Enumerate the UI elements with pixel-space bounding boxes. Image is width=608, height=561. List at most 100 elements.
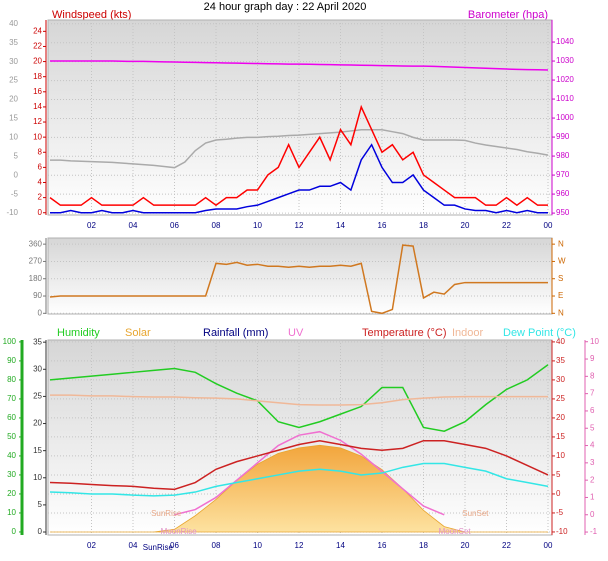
annotation: SunSet: [462, 509, 489, 518]
y-tick-label: 60: [7, 413, 16, 422]
y-tick-label: 40: [7, 451, 16, 460]
y-tick-label: 0: [556, 489, 561, 498]
y-tick-label: 960: [556, 189, 570, 198]
y-tick-label: 30: [33, 364, 42, 373]
legend-entry: Rainfall (mm): [203, 327, 268, 339]
y-tick-label: 1020: [556, 75, 574, 84]
x-tick-label: 18: [419, 541, 428, 550]
y-tick-label: -10: [556, 527, 568, 536]
annotation: MoonSet: [439, 527, 472, 536]
y-tick-label: 15: [33, 446, 42, 455]
legend-entry: UV: [288, 327, 304, 339]
line: [49, 104, 548, 207]
x-tick-label: 08: [212, 221, 221, 230]
y-tick-label: 1000: [556, 113, 574, 122]
line: [50, 394, 548, 406]
line: [50, 143, 548, 214]
y-tick-label: 990: [556, 132, 570, 141]
annotation: SunRise: [143, 543, 174, 552]
line: [50, 60, 549, 71]
y-tick-label: -1: [590, 527, 598, 536]
y-tick-label: S: [558, 274, 563, 283]
y-tick-label: 0: [12, 527, 17, 536]
plot-area: [47, 237, 553, 315]
y-tick-label: 8: [38, 147, 43, 156]
y-tick-label: 50: [7, 432, 16, 441]
y-axis-title: Windspeed (kts): [52, 9, 131, 21]
y-tick-label: 90: [7, 356, 16, 365]
legend-entry: Humidity: [57, 327, 100, 339]
y-tick-label: 20: [33, 419, 42, 428]
y-tick-label: 2: [590, 475, 595, 484]
area: [50, 444, 548, 533]
y-tick-label: 20: [9, 95, 18, 104]
y-tick-label: 16: [33, 87, 42, 96]
y-tick-label: 70: [7, 394, 16, 403]
y-tick-label: 10: [556, 451, 565, 460]
y-tick-label: 1040: [556, 37, 574, 46]
x-tick-label: 18: [419, 221, 428, 230]
y-tick-label: 950: [556, 208, 570, 217]
y-tick-label: 10: [33, 132, 42, 141]
x-tick-label: 06: [170, 221, 179, 230]
y-tick-label: -10: [6, 208, 18, 217]
x-tick-label: 00: [544, 541, 553, 550]
line: [50, 129, 549, 169]
y-tick-label: 0: [38, 208, 43, 217]
annotation: MoonRise: [161, 527, 198, 536]
y-tick-label: 25: [33, 392, 42, 401]
x-tick-label: 02: [87, 221, 96, 230]
x-tick-label: 00: [544, 221, 553, 230]
y-tick-label: 1030: [556, 56, 574, 65]
y-tick-label: 10: [33, 473, 42, 482]
x-tick-label: 04: [129, 541, 138, 550]
y-tick-label: 360: [29, 239, 43, 248]
x-tick-label: 16: [378, 221, 387, 230]
y-tick-label: 3: [590, 458, 595, 467]
x-tick-label: 10: [253, 541, 262, 550]
y-tick-label: 35: [33, 337, 42, 346]
x-tick-label: 22: [502, 541, 511, 550]
y-tick-label: 25: [556, 394, 565, 403]
y-tick-label: W: [558, 257, 566, 266]
y-tick-label: 980: [556, 151, 570, 160]
x-tick-label: 20: [461, 541, 470, 550]
y-tick-label: 20: [556, 413, 565, 422]
x-tick-label: 02: [87, 541, 96, 550]
x-tick-label: 14: [336, 221, 345, 230]
line: [49, 462, 549, 497]
y-tick-label: 30: [9, 57, 18, 66]
y-tick-label: 14: [33, 102, 42, 111]
y-tick-label: 270: [29, 257, 43, 266]
x-tick-label: 04: [129, 221, 138, 230]
y-tick-label: 20: [7, 489, 16, 498]
y-tick-label: 0: [14, 170, 19, 179]
y-tick-label: 15: [556, 432, 565, 441]
y-tick-label: 22: [33, 42, 42, 51]
y-tick-label: 970: [556, 170, 570, 179]
y-tick-label: 10: [9, 132, 18, 141]
y-tick-label: 10: [590, 337, 599, 346]
y-tick-label: 5: [556, 470, 561, 479]
y-tick-label: N: [558, 308, 564, 317]
x-tick-label: 16: [378, 541, 387, 550]
x-tick-label: 14: [336, 541, 345, 550]
y-tick-label: 2: [38, 193, 43, 202]
y-tick-label: 100: [3, 337, 17, 346]
y-tick-label: 5: [14, 151, 19, 160]
line: [49, 439, 549, 491]
line: [49, 364, 549, 433]
legend-entry: Dew Point (°C): [503, 327, 576, 339]
chart-title: 24 hour graph day : 22 April 2020: [204, 1, 367, 13]
y-tick-label: 25: [9, 76, 18, 85]
y-tick-label: 40: [9, 19, 18, 28]
x-tick-label: 12: [295, 221, 304, 230]
y-tick-label: 5: [38, 500, 43, 509]
y-tick-label: 30: [556, 375, 565, 384]
y-tick-label: 15: [9, 114, 18, 123]
annotation: SunRise: [151, 509, 182, 518]
y-tick-label: 24: [33, 26, 42, 35]
line: [49, 244, 548, 315]
line: [174, 430, 445, 516]
y-tick-label: -5: [556, 508, 564, 517]
